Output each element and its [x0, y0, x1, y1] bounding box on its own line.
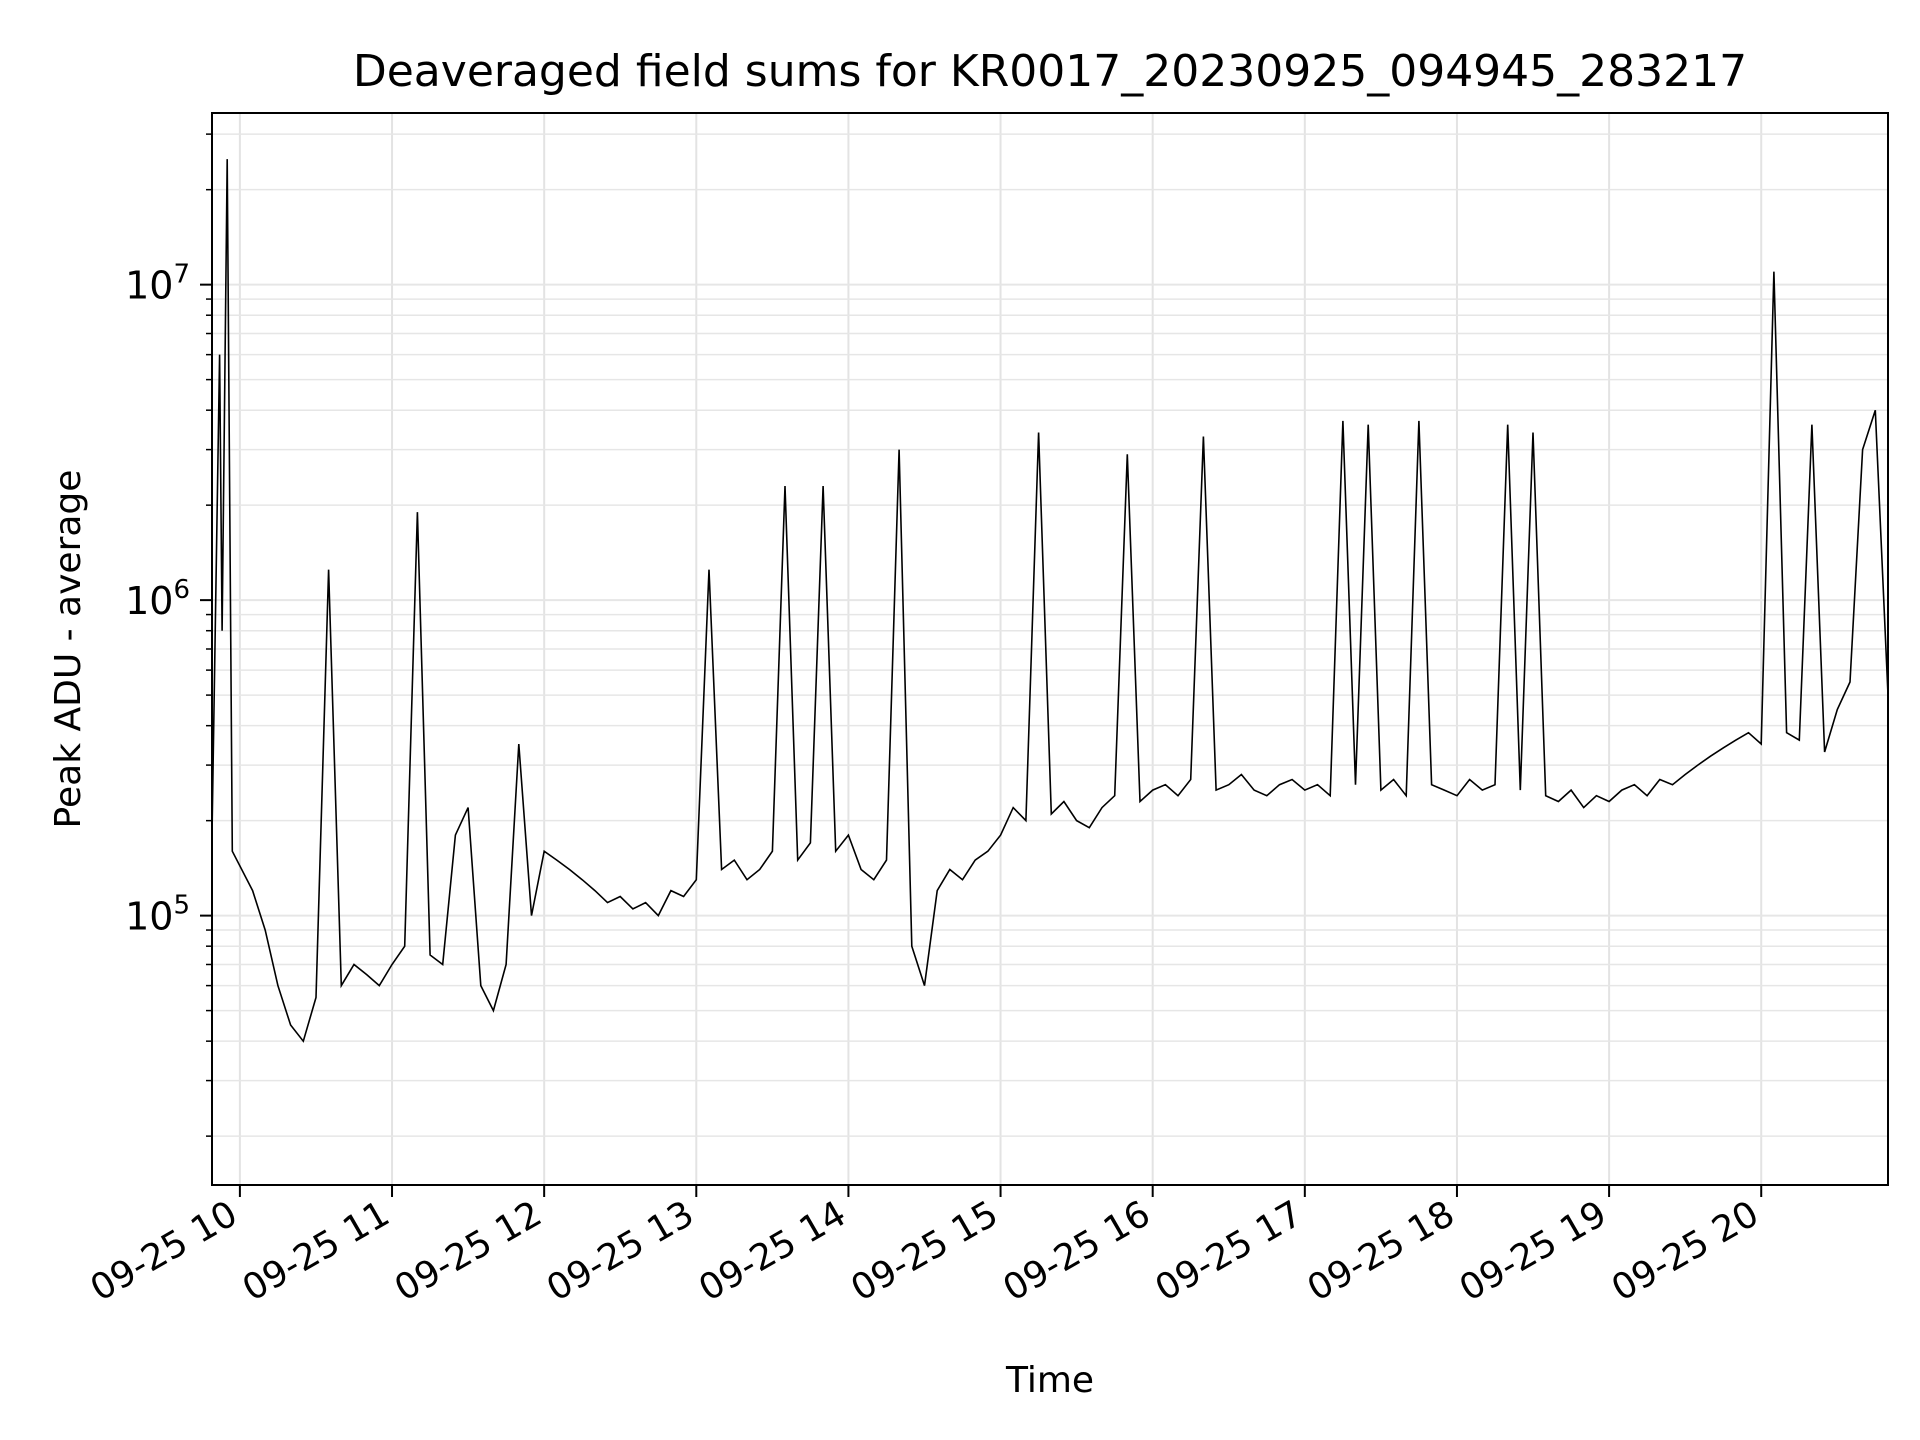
y-tick-label: 105 — [125, 891, 190, 939]
x-tick-label: 09-25 12 — [388, 1193, 549, 1309]
x-tick-label: 09-25 13 — [540, 1193, 701, 1309]
series-line — [212, 159, 1888, 1043]
y-tick-base: 10 — [125, 579, 173, 623]
x-tick-label: 09-25 18 — [1301, 1193, 1462, 1309]
y-tick-base: 10 — [125, 264, 173, 308]
series-layer — [212, 159, 1888, 1043]
x-tick-label: 09-25 11 — [236, 1193, 397, 1309]
x-tick-label: 09-25 14 — [692, 1193, 853, 1309]
y-tick-exponent: 6 — [173, 575, 190, 605]
x-tick-label: 09-25 10 — [84, 1193, 245, 1309]
y-tick-exponent: 7 — [173, 260, 190, 290]
grid-lines — [212, 113, 1888, 1185]
x-axis-label: Time — [1005, 1360, 1094, 1401]
x-tick-label: 09-25 20 — [1605, 1193, 1766, 1309]
y-axis-label: Peak ADU - average — [48, 470, 89, 829]
y-tick-exponent: 5 — [173, 891, 190, 921]
x-tick-label: 09-25 19 — [1453, 1193, 1614, 1309]
x-tick-label: 09-25 15 — [844, 1193, 1005, 1309]
x-tick-label: 09-25 17 — [1149, 1193, 1310, 1309]
y-tick-base: 10 — [125, 895, 173, 939]
chart-title: Deaveraged field sums for KR0017_2023092… — [353, 46, 1747, 97]
y-tick-label: 107 — [125, 260, 190, 308]
y-tick-label: 106 — [125, 575, 190, 623]
x-tick-label: 09-25 16 — [997, 1193, 1158, 1309]
